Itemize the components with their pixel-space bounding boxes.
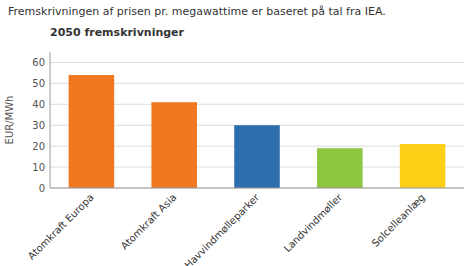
bars (69, 75, 446, 188)
y-tick-label: 10 (32, 162, 45, 173)
x-tick-label: Landvindmøller (282, 191, 345, 254)
title: Fremskrivningen af prisen pr. megawattim… (8, 5, 386, 18)
x-tick-label: Atomkraft Asia (119, 192, 179, 252)
x-axis-line (50, 188, 464, 189)
y-tick-label: 30 (32, 120, 45, 131)
grid-line (50, 62, 464, 63)
y-tick-label: 40 (32, 99, 45, 110)
chart-svg: Fremskrivningen af prisen pr. megawattim… (0, 0, 474, 266)
bar (151, 102, 197, 188)
y-tick-label: 20 (32, 141, 45, 152)
y-tick-label: 60 (32, 57, 45, 68)
x-tick-label: Solcelleanlæg (370, 192, 427, 249)
y-tick-label: 0 (39, 183, 45, 194)
bar (234, 125, 280, 188)
y-tick-label: 50 (32, 78, 45, 89)
subtitle: 2050 fremskrivninger (50, 26, 185, 39)
x-tick-label: Havvindmølleparker (182, 191, 262, 266)
grid (50, 62, 464, 188)
bar (400, 144, 446, 188)
bar (69, 75, 115, 188)
x-tick-label: Atomkraft Europa (26, 192, 96, 262)
chart-container: Fremskrivningen af prisen pr. megawattim… (0, 0, 474, 266)
grid-line (50, 188, 464, 189)
bar (317, 148, 363, 188)
y-axis-line (50, 52, 51, 188)
y-axis-label: EUR/MWh (4, 96, 15, 145)
